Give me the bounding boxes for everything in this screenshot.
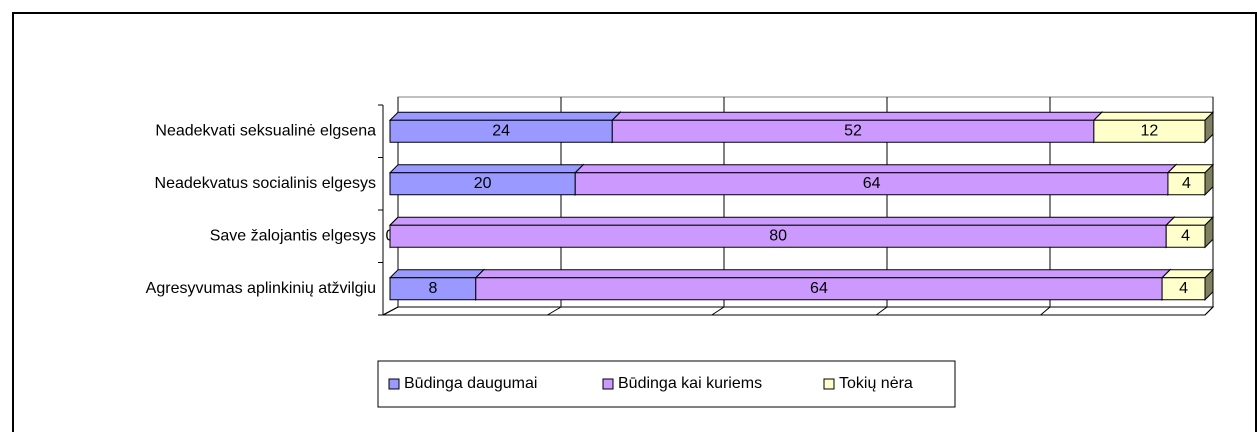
value-label: 52	[844, 122, 862, 139]
value-label: 4	[1182, 175, 1191, 192]
value-label: 8	[428, 280, 437, 297]
bar	[1167, 172, 1206, 196]
bar	[1093, 119, 1206, 143]
bar-top	[388, 111, 622, 121]
value-label: 12	[1141, 122, 1159, 139]
value-label: 64	[863, 175, 881, 192]
bar-top	[574, 164, 1178, 174]
y-tick-label: Neadekvati seksualinė elgsena	[155, 122, 376, 139]
legend-label: Būdinga daugumai	[404, 375, 537, 392]
bar	[1165, 224, 1206, 248]
y-tick-label: Save žalojantis elgesys	[210, 227, 376, 244]
bar-top	[1160, 269, 1215, 279]
bar-top	[474, 269, 1172, 279]
value-label: 4	[1179, 280, 1188, 297]
bar	[1161, 277, 1206, 301]
value-label: 4	[1181, 227, 1190, 244]
bar-top	[388, 269, 485, 279]
legend	[377, 360, 956, 408]
bar-top	[388, 164, 585, 174]
y-tick-label: Agresyvumas aplinkinių atžvilgiu	[146, 280, 376, 297]
value-label: 80	[769, 227, 787, 244]
floor	[382, 306, 1215, 316]
bar-top	[611, 111, 1104, 121]
legend-label: Būdinga kai kuriems	[618, 375, 762, 392]
y-tick-label: Neadekvatus socialinis elgesys	[155, 175, 376, 192]
legend-swatch	[823, 378, 835, 390]
value-label: 20	[474, 175, 492, 192]
bar-top	[388, 216, 1176, 226]
bar-top	[1092, 111, 1215, 121]
legend-swatch	[388, 378, 400, 390]
legend-label: Tokių nėra	[839, 375, 913, 392]
legend-swatch	[602, 378, 614, 390]
value-label: 64	[810, 280, 828, 297]
value-label: 24	[492, 122, 510, 139]
